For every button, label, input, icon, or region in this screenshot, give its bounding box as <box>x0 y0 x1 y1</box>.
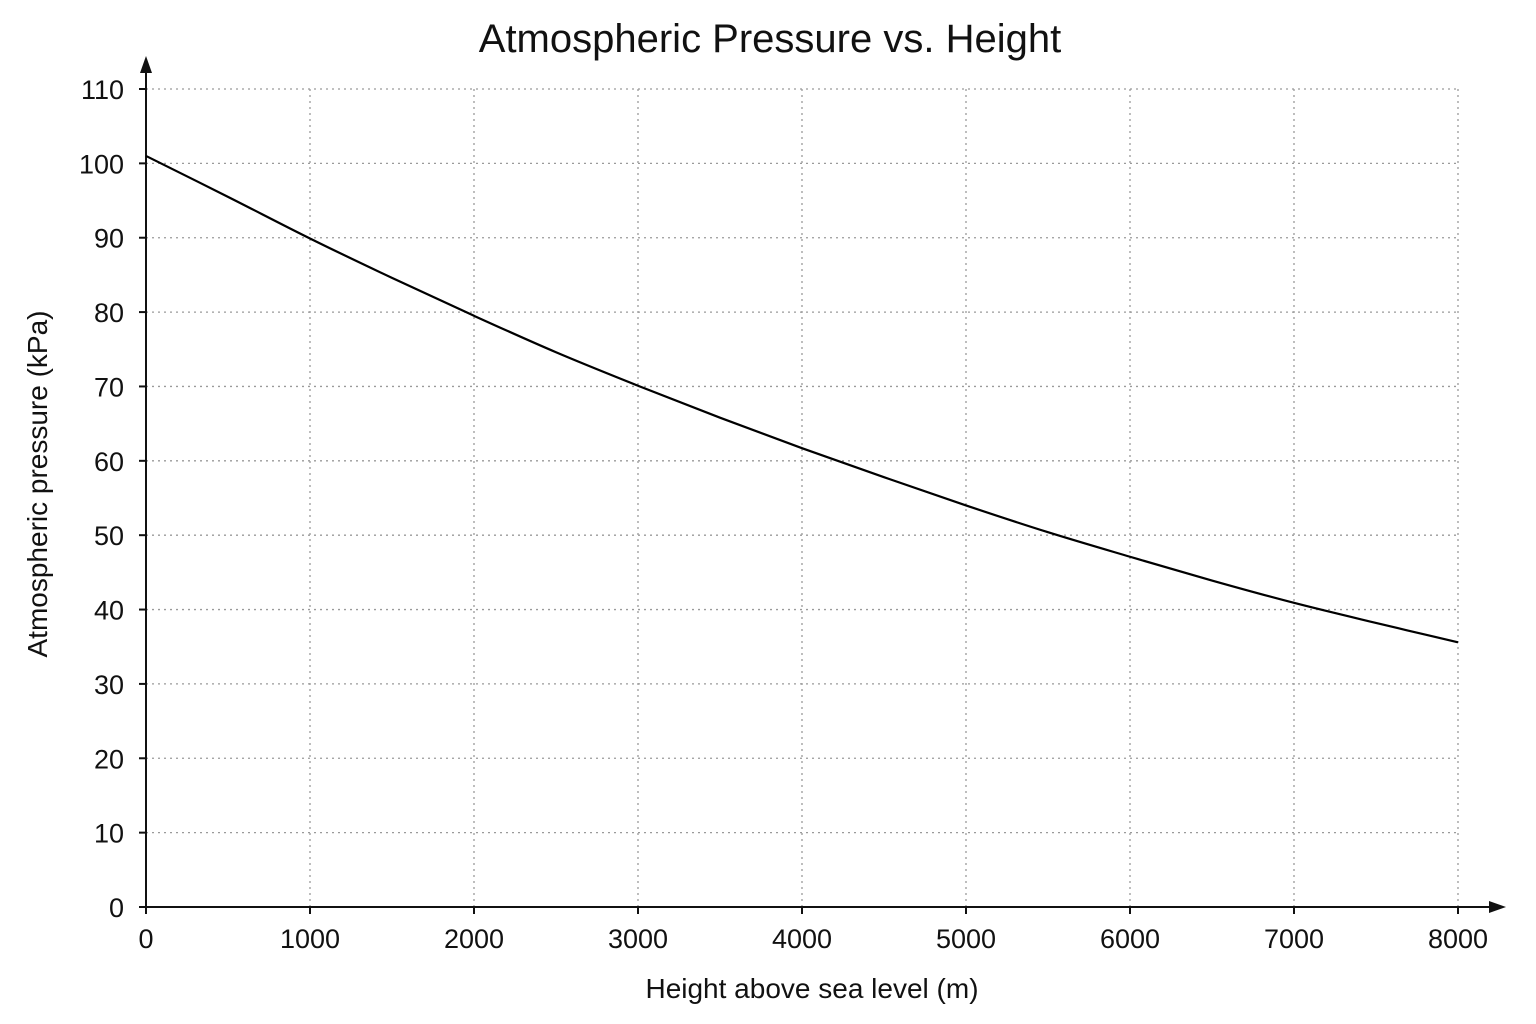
x-axis-arrow <box>1489 901 1506 913</box>
y-tick-label-11: 110 <box>81 75 124 105</box>
x-tick-label-8: 8000 <box>1428 924 1488 954</box>
series-layer <box>145 154 1459 644</box>
y-tick-label-9: 90 <box>94 224 124 254</box>
series-line-0 <box>145 154 1459 644</box>
y-tick-label-7: 70 <box>94 372 124 402</box>
y-axis-label: Atmospheric pressure (kPa) <box>22 310 53 657</box>
x-tick-label-5: 5000 <box>936 924 996 954</box>
chart-title: Atmospheric Pressure vs. Height <box>479 17 1061 61</box>
y-axis-arrow <box>140 56 152 73</box>
x-tick-label-3: 3000 <box>608 924 668 954</box>
x-ticks: 0 1000 2000 3000 4000 5000 6000 7000 8000 <box>138 907 1488 954</box>
y-tick-label-3: 30 <box>94 670 124 700</box>
y-tick-label-10: 100 <box>79 149 124 179</box>
y-tick-label-1: 10 <box>94 819 124 849</box>
y-tick-label-6: 60 <box>94 447 124 477</box>
y-ticks: 0 10 20 30 40 50 60 70 80 90 100 110 <box>79 75 146 923</box>
x-tick-label-1: 1000 <box>280 924 340 954</box>
grid <box>146 88 1459 907</box>
x-tick-label-6: 6000 <box>1100 924 1160 954</box>
y-tick-label-4: 40 <box>94 596 124 626</box>
x-axis-label: Height above sea level (m) <box>645 973 978 1004</box>
axes <box>140 56 1506 913</box>
y-tick-label-0: 0 <box>109 893 124 923</box>
x-tick-label-2: 2000 <box>444 924 504 954</box>
y-tick-label-8: 80 <box>94 298 124 328</box>
x-tick-label-4: 4000 <box>772 924 832 954</box>
x-tick-label-0: 0 <box>138 924 153 954</box>
x-tick-label-7: 7000 <box>1264 924 1324 954</box>
y-tick-label-5: 50 <box>94 521 124 551</box>
y-tick-label-2: 20 <box>94 744 124 774</box>
